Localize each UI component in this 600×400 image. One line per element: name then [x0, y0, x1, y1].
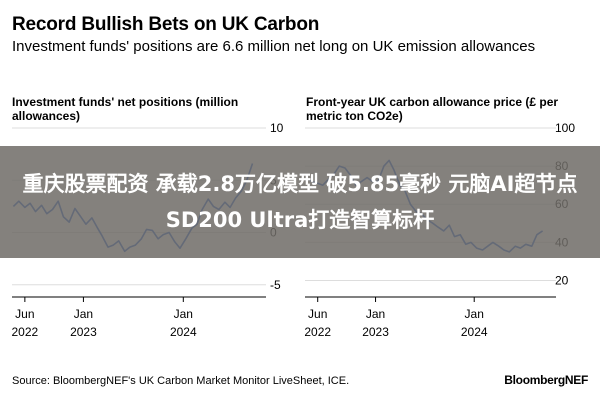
right-y-tick-label: 20	[555, 273, 569, 287]
overlay-text: 重庆股票配资 承载2.8万亿模型 破5.85毫秒 元脑AI超节点SD200 Ul…	[22, 172, 578, 232]
right-x-tick-label: 2023	[362, 325, 389, 339]
overlay-banner: 重庆股票配资 承载2.8万亿模型 破5.85毫秒 元脑AI超节点SD200 Ul…	[0, 146, 600, 258]
left-x-tick-label: 2023	[70, 325, 97, 339]
right-x-tick-label: Jan	[366, 307, 385, 321]
chart-title: Record Bullish Bets on UK Carbon	[12, 14, 320, 35]
right-x-tick-label: Jun	[308, 307, 327, 321]
right-y-tick-label: 100	[555, 121, 575, 135]
left-x-tick-label: Jan	[174, 307, 193, 321]
bloombergnef-logo: BloombergNEF	[504, 373, 588, 387]
left-x-tick-label: 2022	[12, 325, 39, 339]
right-panel-title: Front-year UK carbon allowance price (£ …	[306, 95, 559, 123]
left-x-tick-label: Jun	[15, 307, 34, 321]
right-x-tick-label: 2024	[461, 325, 488, 339]
chart-subtitle: Investment funds' positions are 6.6 mill…	[12, 38, 536, 55]
left-x-tick-label: Jan	[74, 307, 93, 321]
right-x-tick-label: 2022	[304, 325, 331, 339]
left-panel-title: Investment funds' net positions (million…	[12, 95, 239, 123]
left-x-tick-label: 2024	[170, 325, 197, 339]
source-note: Source: BloombergNEF's UK Carbon Market …	[12, 375, 350, 387]
right-x-tick-label: Jan	[465, 307, 484, 321]
left-y-tick-label: 10	[270, 121, 284, 135]
left-y-tick-label: -5	[270, 278, 281, 292]
